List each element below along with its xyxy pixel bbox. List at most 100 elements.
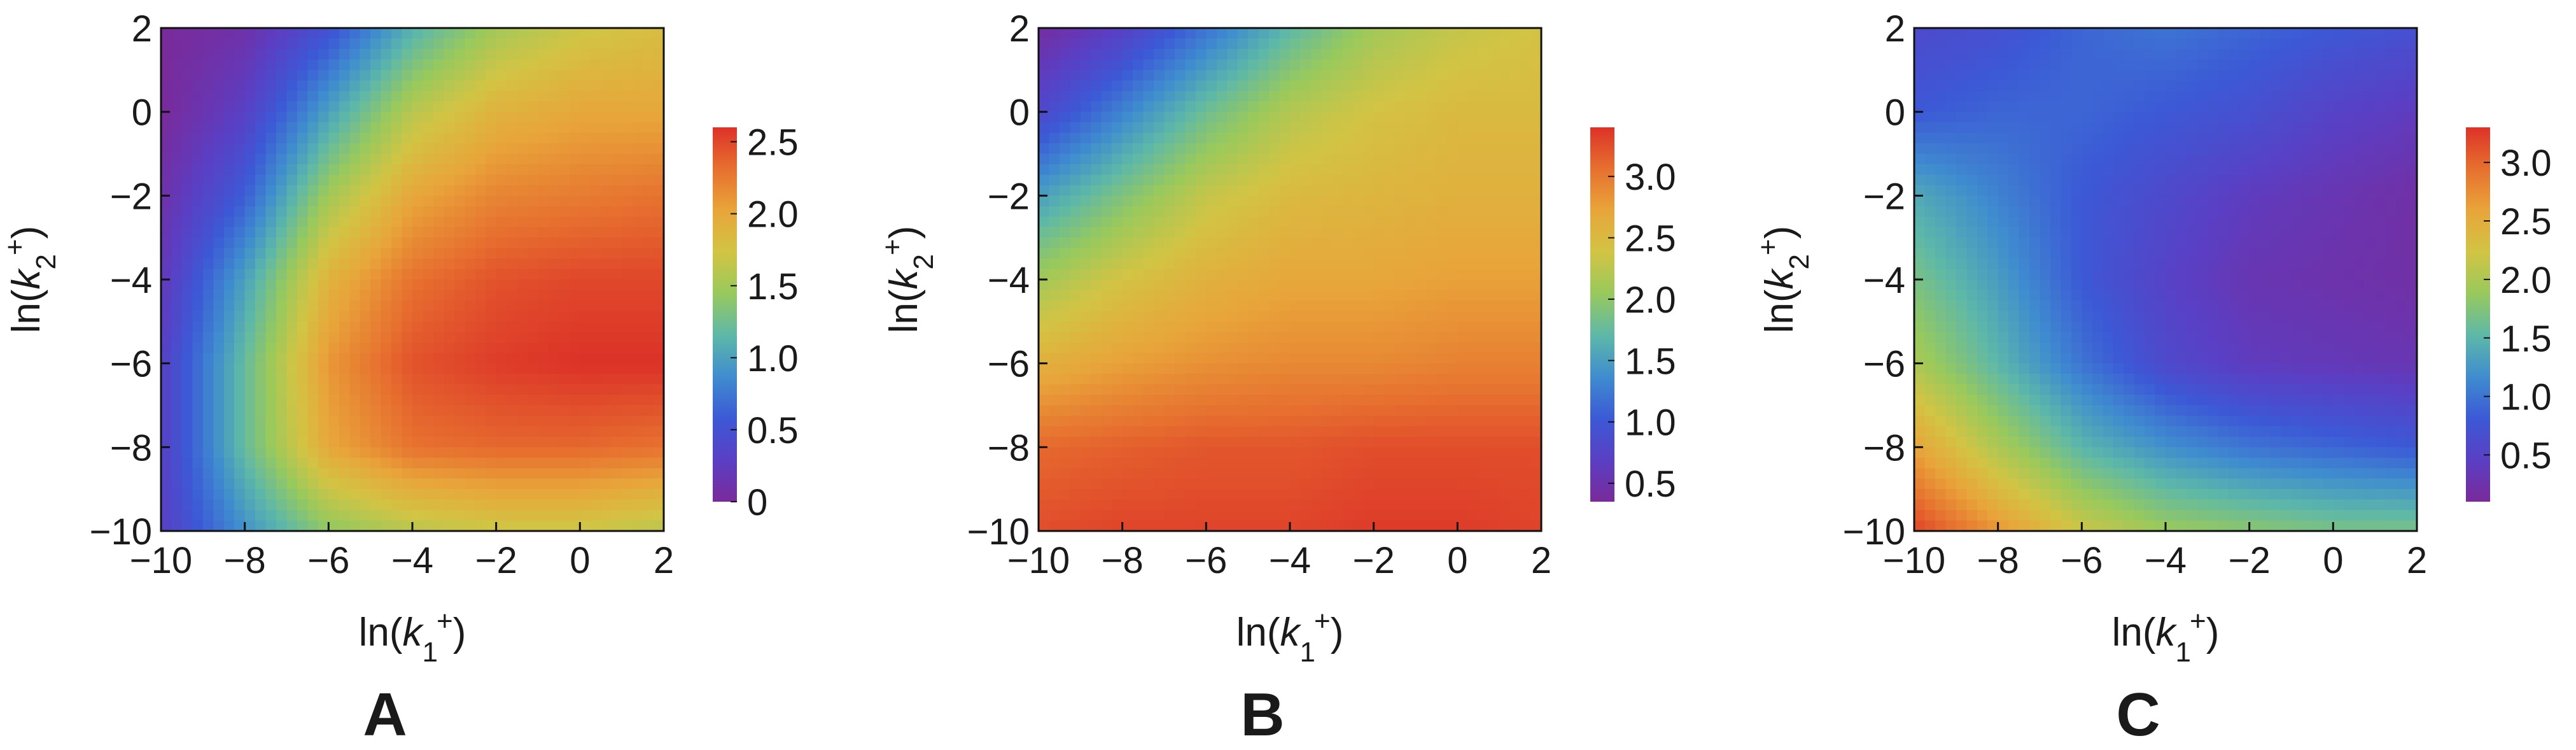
heatmap-cell — [643, 206, 654, 217]
heatmap-cell — [465, 49, 475, 60]
heatmap-cell — [402, 353, 413, 364]
heatmap-cell — [1269, 458, 1280, 469]
heatmap-cell — [475, 437, 486, 448]
heatmap-cell — [1248, 353, 1259, 364]
heatmap-cell — [1478, 154, 1489, 165]
heatmap-cell — [633, 143, 643, 154]
heatmap-cell — [433, 216, 444, 227]
heatmap-cell — [528, 38, 538, 49]
heatmap-cell — [559, 258, 570, 269]
heatmap-cell — [1039, 468, 1049, 479]
heatmap-cell — [1081, 385, 1091, 395]
heatmap-cell — [2396, 28, 2407, 39]
heatmap-cell — [1081, 216, 1091, 227]
heatmap-cell — [1227, 195, 1238, 206]
heatmap-cell — [1468, 70, 1479, 81]
heatmap-cell — [2134, 38, 2145, 49]
heatmap-cell — [549, 154, 559, 165]
heatmap-cell — [517, 227, 528, 238]
heatmap-cell — [266, 290, 277, 301]
heatmap-cell — [1363, 154, 1374, 165]
heatmap-cell — [549, 468, 559, 479]
heatmap-cell — [318, 164, 329, 175]
heatmap-cell — [1468, 510, 1479, 521]
heatmap-cell — [276, 510, 287, 521]
heatmap-cell — [465, 133, 475, 144]
heatmap-cell — [612, 311, 622, 322]
heatmap-cell — [570, 510, 580, 521]
heatmap-cell — [1384, 322, 1395, 332]
heatmap-cell — [276, 49, 287, 60]
heatmap-cell — [276, 28, 287, 39]
heatmap-cell — [266, 174, 277, 185]
heatmap-cell — [182, 311, 193, 322]
heatmap-cell — [2040, 80, 2051, 91]
heatmap-cell — [1426, 122, 1437, 133]
heatmap-cell — [622, 332, 633, 343]
heatmap-cell — [2365, 49, 2376, 60]
heatmap-cell — [528, 437, 538, 448]
heatmap-cell — [161, 353, 172, 364]
heatmap-cell — [1185, 416, 1196, 427]
heatmap-cell — [1070, 322, 1081, 332]
heatmap-cell — [182, 80, 193, 91]
heatmap-cell — [182, 279, 193, 290]
heatmap-cell — [1499, 122, 1510, 133]
heatmap-cell — [2396, 59, 2407, 70]
heatmap-cell — [360, 489, 371, 500]
heatmap-cell — [1049, 416, 1060, 427]
heatmap-cell — [570, 133, 580, 144]
heatmap-cell — [2292, 70, 2302, 81]
heatmap-cell — [1206, 437, 1217, 448]
heatmap-cell — [1436, 91, 1447, 102]
heatmap-cell — [1091, 174, 1102, 185]
heatmap-cell — [360, 364, 371, 374]
heatmap-cell — [1102, 479, 1112, 490]
heatmap-cell — [307, 416, 318, 427]
heatmap-cell — [255, 479, 266, 490]
heatmap-cell — [612, 301, 622, 311]
heatmap-cell — [1342, 279, 1353, 290]
heatmap-cell — [234, 322, 245, 332]
heatmap-cell — [1321, 248, 1332, 259]
heatmap-cell — [622, 258, 633, 269]
heatmap-cell — [1426, 301, 1437, 311]
heatmap-cell — [1248, 216, 1259, 227]
heatmap-cell — [486, 322, 496, 332]
heatmap-cell — [1196, 364, 1207, 374]
heatmap-cell — [1510, 174, 1521, 185]
heatmap-cell — [454, 49, 465, 60]
heatmap-cell — [1123, 479, 1133, 490]
heatmap-cell — [1956, 59, 1967, 70]
heatmap-cell — [475, 112, 486, 123]
heatmap-cell — [465, 269, 475, 280]
heatmap-cell — [528, 332, 538, 343]
heatmap-cell — [1499, 216, 1510, 227]
heatmap-cell — [1311, 216, 1322, 227]
heatmap-cell — [1478, 38, 1489, 49]
heatmap-cell — [234, 279, 245, 290]
heatmap-cell — [234, 364, 245, 374]
heatmap-cell — [234, 258, 245, 269]
heatmap-cell — [224, 80, 235, 91]
heatmap-cell — [444, 374, 454, 385]
heatmap-cell — [1374, 174, 1385, 185]
heatmap-cell — [161, 500, 172, 511]
heatmap-cell — [633, 122, 643, 133]
heatmap-cell — [213, 311, 224, 322]
heatmap-cell — [1416, 195, 1427, 206]
heatmap-cell — [391, 332, 402, 343]
heatmap-cell — [307, 374, 318, 385]
heatmap-cell — [580, 101, 591, 112]
heatmap-cell — [1510, 195, 1521, 206]
heatmap-cell — [2260, 38, 2271, 49]
heatmap-cell — [391, 59, 402, 70]
heatmap-cell — [245, 237, 256, 248]
heatmap-cell — [1206, 458, 1217, 469]
heatmap-cell — [559, 343, 570, 353]
heatmap-cell — [1300, 174, 1311, 185]
heatmap-cell — [549, 101, 559, 112]
heatmap-cell — [580, 227, 591, 238]
heatmap-cell — [297, 28, 308, 39]
heatmap-cell — [1935, 70, 1946, 81]
